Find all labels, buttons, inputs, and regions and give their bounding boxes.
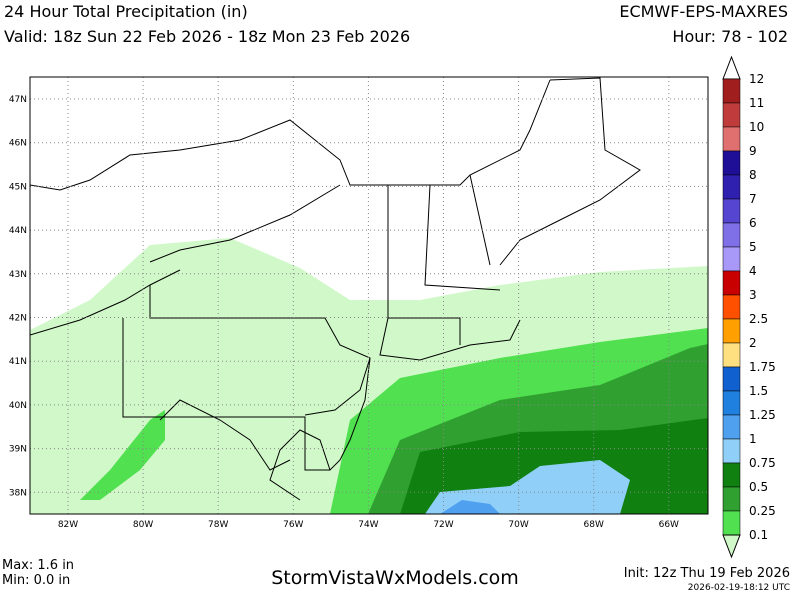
colorbar-label: 4 <box>749 264 757 278</box>
colorbar-label: 2.5 <box>749 312 768 326</box>
map <box>29 76 709 515</box>
lon-label: 76W <box>283 520 303 530</box>
precip-1 <box>425 460 630 514</box>
colorbar-label: 0.75 <box>749 456 776 470</box>
colorbar-box <box>722 510 741 536</box>
colorbar-label: 8 <box>749 168 757 182</box>
colorbar-box <box>722 78 741 104</box>
boundaries <box>30 77 641 501</box>
lat-label: 44N <box>9 226 27 236</box>
colorbar-label: 11 <box>749 96 764 110</box>
colorbar: 12 11 10 9 8 7 6 5 4 3 2.5 2 1.75 1.5 1.25 1 0.75 0.5 0.25… <box>722 55 776 559</box>
lat-label: 40N <box>9 401 27 411</box>
map-frame <box>29 76 709 515</box>
colorbar-label: 2 <box>749 336 757 350</box>
colorbar-label: 0.5 <box>749 480 768 494</box>
lon-label: 74W <box>358 520 378 530</box>
colorbar-box <box>722 294 741 320</box>
colorbar-box <box>722 126 741 152</box>
lat-label: 41N <box>9 357 27 367</box>
valid-time: Valid: 18z Sun 22 Feb 2026 - 18z Mon 23 … <box>4 27 410 46</box>
title: 24 Hour Total Precipitation (in) <box>4 2 248 21</box>
colorbar-label: 3 <box>749 288 757 302</box>
min-value: Min: 0.0 in <box>2 573 70 588</box>
colorbar-label: 7 <box>749 192 757 206</box>
colorbar-label: 0.1 <box>749 528 768 542</box>
colorbar-box <box>722 486 741 512</box>
colorbar-label: 1.25 <box>749 408 776 422</box>
lon-label: 66W <box>659 520 679 530</box>
lon-label: 70W <box>508 520 528 530</box>
site-name: StormVistaWxModels.com <box>271 567 519 589</box>
lon-label: 72W <box>433 520 453 530</box>
colorbar-label: 6 <box>749 216 757 230</box>
colorbar-box <box>722 318 741 344</box>
colorbar-label: 5 <box>749 240 757 254</box>
colorbar-box <box>722 366 741 392</box>
lat-label: 47N <box>9 95 27 105</box>
colorbar-box <box>722 414 741 440</box>
colorbar-box <box>722 150 741 176</box>
colorbar-box <box>722 270 741 296</box>
colorbar-label: 9 <box>749 144 757 158</box>
timestamp: 2026-02-19-18:12 UTC <box>688 583 790 593</box>
precip-0-25-west <box>80 410 165 500</box>
colorbar-box <box>722 174 741 200</box>
lat-label: 39N <box>9 445 27 455</box>
colorbar-box <box>722 462 741 488</box>
colorbar-box <box>722 390 741 416</box>
colorbar-box <box>722 342 741 368</box>
lat-label: 46N <box>9 139 27 149</box>
colorbar-label: 1.5 <box>749 384 768 398</box>
max-value: Max: 1.6 in <box>2 558 74 573</box>
forecast-hour: Hour: 78 - 102 <box>672 27 788 46</box>
lon-label: 68W <box>584 520 604 530</box>
lat-label: 45N <box>9 182 27 192</box>
colorbar-box <box>722 246 741 272</box>
grid <box>30 77 708 514</box>
colorbar-box <box>722 198 741 224</box>
colorbar-box <box>722 102 741 128</box>
lat-label: 42N <box>9 314 27 324</box>
colorbar-box <box>722 222 741 248</box>
lon-label: 82W <box>58 520 78 530</box>
lon-label: 78W <box>208 520 228 530</box>
lat-label: 43N <box>9 270 27 280</box>
colorbar-label: 1.75 <box>749 360 776 374</box>
precip-1-25 <box>440 500 500 514</box>
lon-label: 80W <box>133 520 153 530</box>
colorbar-box <box>722 438 741 464</box>
colorbar-label: 1 <box>749 432 757 446</box>
model-name: ECMWF-EPS-MAXRES <box>619 2 788 21</box>
colorbar-label: 12 <box>749 72 764 86</box>
colorbar-label: 10 <box>749 120 764 134</box>
init-time: Init: 12z Thu 19 Feb 2026 <box>624 566 790 581</box>
lat-label: 38N <box>9 488 27 498</box>
colorbar-bottom-arrow <box>722 534 741 559</box>
colorbar-label: 0.25 <box>749 504 776 518</box>
colorbar-top-arrow <box>722 55 741 80</box>
